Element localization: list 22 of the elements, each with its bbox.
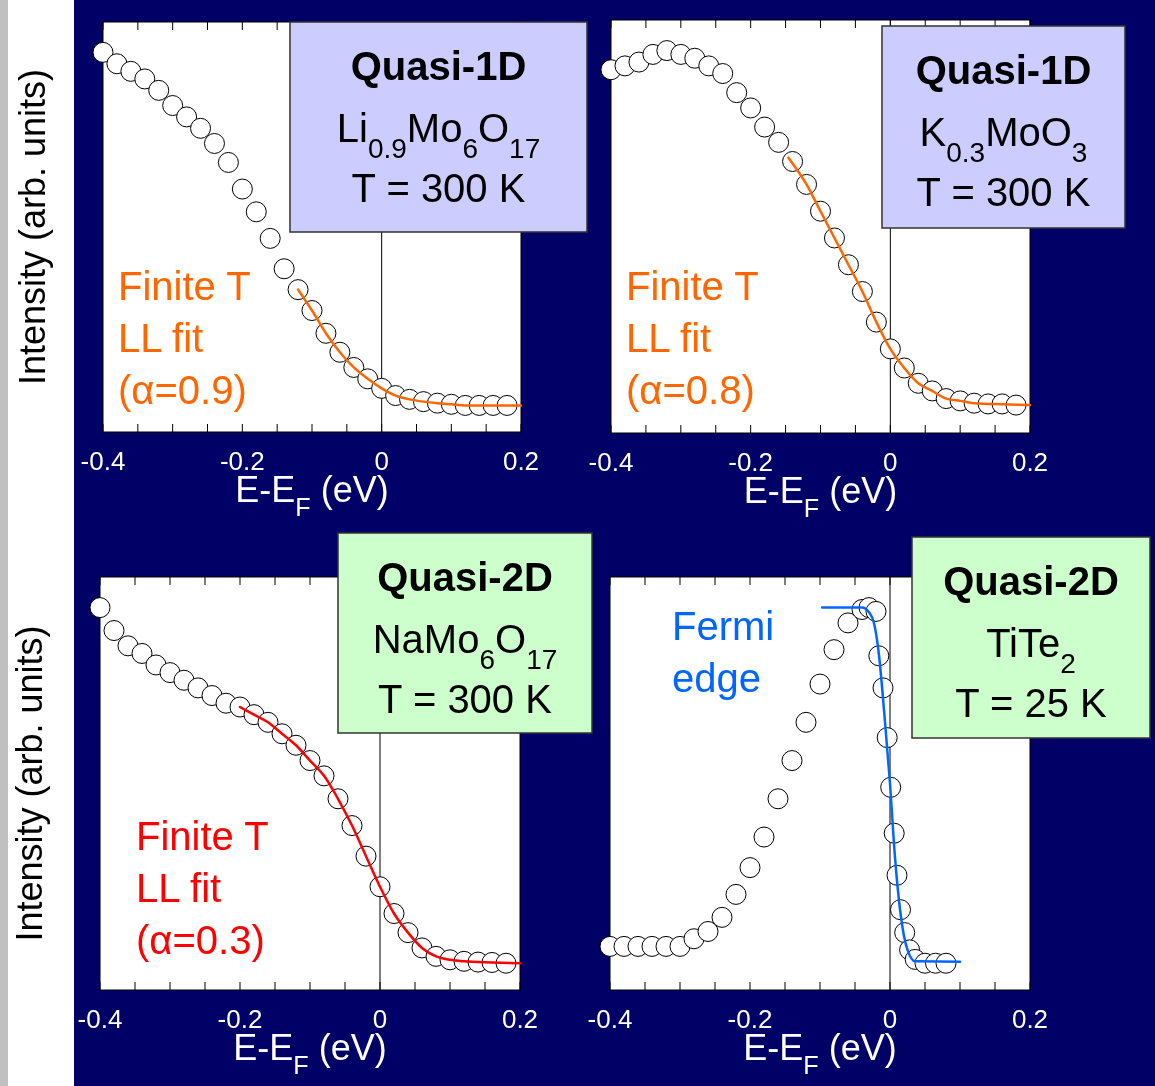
x-tick-label: -0.4 [80, 446, 126, 476]
annotation: Finite T LL fit (α=0.8) [626, 264, 759, 412]
chart-title: Quasi-2D [377, 555, 553, 599]
annotation: Fermi edge [672, 604, 775, 700]
chart-title: Quasi-1D [350, 44, 527, 88]
text: NaMo$_{6}$O$_{17}$ T = 300 K [372, 617, 558, 721]
chart-title: Quasi-2D [943, 559, 1119, 603]
y-axis-title: Intensity (arb. units) [12, 68, 53, 386]
text: Li$_{0.9}$Mo$_{6}$O$_{17}$ T = 300 K [336, 106, 541, 210]
text: K$_{0.3}$MoO$_{3}$ T = 300 K [916, 110, 1091, 214]
x-tick-label: 0.2 [1011, 447, 1049, 477]
annotation: Finite T LL fit (α=0.9) [118, 264, 251, 412]
text: TiTe$_{2}$ T = 25 K [955, 621, 1108, 725]
x-tick-label: -0.4 [77, 1004, 123, 1034]
x-tick-label: -0.4 [587, 1004, 633, 1034]
y-axis-title: Intensity (arb. units) [9, 625, 50, 942]
annotation: Finite T LL fit (α=0.3) [136, 814, 269, 962]
x-tick-label: -0.4 [588, 447, 634, 477]
x-tick-label: 0.2 [1011, 1004, 1049, 1034]
x-tick-label: 0.2 [501, 1004, 539, 1034]
chart-title: Quasi-1D [915, 48, 1092, 92]
x-tick-label: 0.2 [502, 446, 540, 476]
